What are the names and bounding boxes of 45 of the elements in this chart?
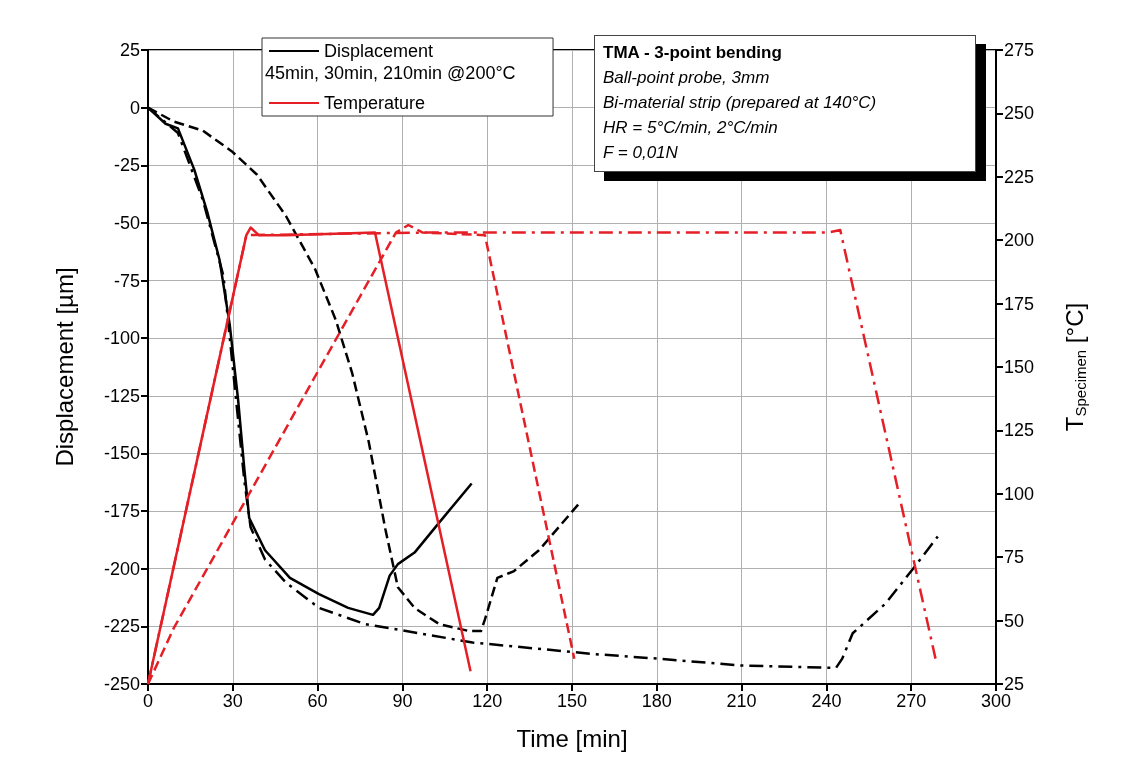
y-axis-title: Displacement [µm] bbox=[50, 267, 78, 467]
y2-tick-label: 150 bbox=[1004, 357, 1035, 377]
x-tick-label: 120 bbox=[472, 691, 503, 711]
y-tick-label: 0 bbox=[129, 97, 140, 118]
y-tick-label: -50 bbox=[113, 212, 140, 233]
x-axis-title: Time [min] bbox=[516, 724, 628, 752]
y2-tick-label: 225 bbox=[1004, 166, 1035, 187]
annotation: F = 0,01N bbox=[603, 142, 679, 164]
y-tick-label: -225 bbox=[103, 616, 140, 637]
y2-tick-label: 250 bbox=[1004, 103, 1035, 124]
x-tick-label: 240 bbox=[811, 691, 842, 711]
y-tick-label: -25 bbox=[113, 155, 140, 176]
annotation: 45min, 30min, 210min @200°C bbox=[265, 63, 516, 83]
x-tick-label: 0 bbox=[142, 691, 154, 711]
y2-tick-label: 25 bbox=[1004, 674, 1025, 694]
y2-tick-label: 50 bbox=[1004, 610, 1025, 631]
y2-tick-label: 75 bbox=[1004, 547, 1025, 568]
x-tick-label: 90 bbox=[392, 691, 413, 711]
y-tick-label: -100 bbox=[103, 328, 140, 349]
x-tick-label: 180 bbox=[641, 691, 672, 711]
x-tick-label: 210 bbox=[726, 691, 757, 711]
annotation: Ball-point probe, 3mm bbox=[603, 67, 771, 89]
x-tick-label: 300 bbox=[980, 691, 1012, 711]
y-tick-label: -75 bbox=[113, 270, 140, 291]
x-tick-label: 150 bbox=[556, 691, 588, 711]
legend-label: Temperature bbox=[324, 93, 426, 113]
annotation: HR = 5°C/min, 2°C/min bbox=[603, 117, 779, 139]
y-tick-label: -125 bbox=[103, 385, 140, 406]
annotation: Bi-material strip (prepared at 140°C) bbox=[603, 92, 878, 114]
chart-title: TMA - 3-point bending bbox=[603, 42, 783, 64]
x-tick-label: 270 bbox=[896, 691, 927, 711]
y-tick-label: -250 bbox=[103, 674, 140, 694]
y2-tick-label: 200 bbox=[1004, 230, 1035, 251]
y2-tick-label: 125 bbox=[1004, 420, 1035, 441]
y-tick-label: -200 bbox=[103, 558, 140, 579]
y2-axis-title: TSpecimen [°C] bbox=[1061, 302, 1089, 432]
y-tick-label: -175 bbox=[103, 501, 140, 522]
y-tick-label: -150 bbox=[103, 443, 140, 464]
x-tick-label: 30 bbox=[222, 691, 243, 711]
x-tick-label: 60 bbox=[307, 691, 328, 711]
y2-tick-label: 100 bbox=[1004, 483, 1035, 504]
y-tick-label: 25 bbox=[119, 40, 140, 60]
legend-label: Displacement bbox=[324, 41, 434, 61]
y2-tick-label: 175 bbox=[1004, 293, 1035, 314]
y2-tick-label: 275 bbox=[1004, 40, 1035, 60]
